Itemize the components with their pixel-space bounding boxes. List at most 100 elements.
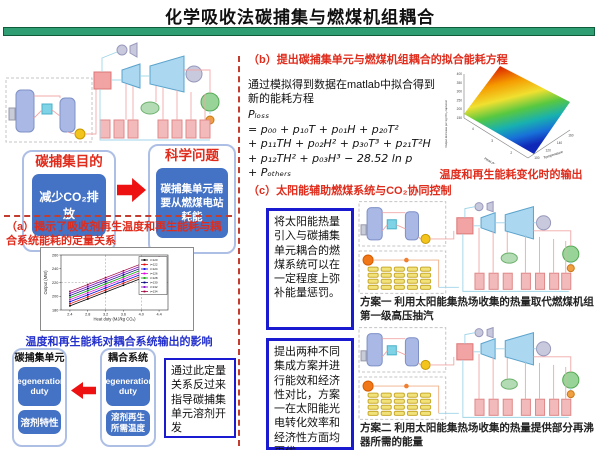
svg-text:200: 200 (457, 107, 463, 111)
power-plant (456, 326, 580, 418)
svg-text:150: 150 (457, 116, 463, 120)
svg-text:4.0: 4.0 (139, 312, 144, 316)
svg-text:350: 350 (457, 81, 463, 85)
deaerator (140, 101, 160, 115)
svg-text:t=132: t=132 (150, 285, 158, 289)
equation-line: + p₁₂TH² + p₀₃H³ − 28.52 ln p (248, 151, 413, 165)
title-underline-bar (3, 27, 595, 36)
purpose-title: 碳捕集目的 (35, 154, 103, 169)
svg-text:300: 300 (457, 90, 463, 94)
feedback-arrow-left-icon (71, 382, 96, 399)
surface-plot: 400 350 300 250 200 150 2 3 4 100 120 140 160 Heat du… (444, 66, 574, 164)
hp-turbine (121, 63, 141, 89)
line-chart-frame: 2.4 2.8 3.2 3.6 4.0 4.4 180 200 220 240 260 t=120 t=… (40, 247, 194, 331)
capture-unit (358, 201, 455, 247)
svg-text:t=128: t=128 (150, 276, 158, 280)
scheme1-diagram (358, 200, 598, 296)
svg-text:140: 140 (557, 141, 563, 145)
svg-text:t=134: t=134 (150, 290, 158, 294)
capture-unit-title: 碳捕集单元 (14, 353, 65, 364)
solar-scheme-svg (358, 200, 580, 294)
condenser (200, 92, 220, 112)
svg-text:t=124: t=124 (150, 267, 158, 271)
lp-turbine (149, 55, 185, 93)
surface-axes (463, 74, 571, 159)
equation-line: + p₁₁TH + p₀₂H² + p₃₀T³ + p₂₁T²H (248, 137, 431, 151)
svg-text:400: 400 (457, 72, 463, 76)
equation-line: + Pₒₜₕₑᵣₛ (248, 166, 292, 180)
equation-line: = p₀₀ + p₁₀T + p₀₁H + p₂₀T² (248, 122, 399, 136)
energy-equation: Pₗₒₛₛ = p₀₀ + p₁₀T + p₀₁H + p₂₀T² + p₁₁T… (248, 108, 446, 181)
svg-text:3.6: 3.6 (121, 312, 126, 316)
guidance-note: 通过此定量关系反过来指导碳捕集单元溶剂开发 (164, 358, 236, 438)
hp-turbine (480, 211, 496, 234)
svg-text:4: 4 (472, 127, 474, 131)
svg-text:2.8: 2.8 (85, 312, 90, 316)
svg-text:2.4: 2.4 (67, 312, 72, 316)
power-plant (456, 200, 580, 292)
hp-turbine (480, 337, 496, 360)
svg-text:260: 260 (52, 253, 58, 257)
svg-text:t=120: t=120 (150, 258, 158, 262)
svg-text:250: 250 (457, 98, 463, 102)
solar-scheme-svg (358, 326, 580, 420)
column-divider-dashed (238, 56, 240, 446)
flow-arrow-right-icon (117, 178, 146, 202)
coupled-system-title: 耦合系统 (108, 353, 148, 364)
purpose-group: 碳捕集目的 减少CO₂排放 (22, 150, 116, 252)
deaerator (500, 378, 518, 390)
solar-note-2: 提出两种不同集成方案并进行能效和经济性对比，方案一在太阳能光电转化效率和经济性方… (266, 338, 354, 450)
svg-text:120: 120 (546, 149, 552, 153)
svg-text:t=126: t=126 (150, 272, 158, 276)
svg-text:t=130: t=130 (150, 281, 158, 285)
right-column: （b）提出碳捕集单元与燃煤机组耦合的拟合能耗方程 通过模拟得到数据在matlab… (246, 42, 598, 450)
svg-text:240: 240 (52, 267, 58, 271)
condenser (562, 371, 580, 389)
solar-note-1: 将太阳能热量引入与碳捕集单元耦合的燃煤系统可以在一定程度上弥补能量惩罚。 (266, 208, 354, 330)
problem-group: 科学问题 碳捕集单元需要从燃煤电站耗能 (148, 144, 236, 254)
problem-box: 碳捕集单元需要从燃煤电站耗能 (156, 167, 228, 238)
svg-text:Output (MW): Output (MW) (43, 270, 48, 295)
surface-caption: 温度和再生能耗变化时的输出 (439, 169, 583, 181)
coupled-system-item-0: regeneration duty (102, 366, 154, 406)
coupled-plant-diagram (5, 42, 220, 143)
lp-turbine (504, 331, 534, 366)
capture-unit (358, 327, 455, 373)
svg-text:Heat duty: Heat duty (483, 156, 498, 164)
section-b-heading: （b）提出碳捕集单元与燃煤机组耦合的拟合能耗方程 (248, 54, 508, 66)
left-column: 碳捕集目的 减少CO₂排放 科学问题 碳捕集单元需要从燃煤电站耗能 （a）揭示了… (4, 40, 236, 448)
sun-icon (362, 380, 374, 392)
scheme2-caption: 方案二 利用太阳能集热场收集的热量提供部分再沸器所需的能量 (360, 422, 594, 448)
svg-text:2: 2 (510, 151, 512, 155)
generator (185, 65, 203, 83)
collector-array (367, 266, 432, 290)
line-chart: 2.4 2.8 3.2 3.6 4.0 4.4 180 200 220 240 260 t=120 t=… (43, 253, 169, 322)
generator (535, 215, 552, 231)
svg-text:180: 180 (52, 308, 58, 312)
surface-sheet (464, 66, 570, 154)
solar-field (358, 376, 459, 420)
deaerator (500, 252, 518, 264)
capture-unit-item-1: 溶剂特性 (18, 409, 61, 434)
capture-unit-item-0: regeneration duty (14, 366, 65, 406)
condenser (562, 245, 580, 263)
svg-text:4.4: 4.4 (156, 312, 161, 316)
svg-text:220: 220 (52, 281, 58, 285)
lp-turbine (504, 205, 534, 240)
page-title: 化学吸收法碳捕集与燃煤机组耦合 (165, 8, 435, 27)
svg-text:Output decrease per kg CO₂ cap: Output decrease per kg CO₂ captured (444, 100, 448, 147)
scheme1-caption: 方案一 利用太阳能集热场收集的热量取代燃煤机组第一级高压抽汽 (360, 296, 594, 322)
svg-text:3.2: 3.2 (103, 312, 108, 316)
section-b-body: 通过模拟得到数据在matlab中拟合得到新的能耗方程 (248, 79, 436, 106)
svg-text:100: 100 (534, 156, 540, 160)
collector-array (367, 392, 432, 416)
section-c-heading: （c）太阳能辅助燃煤系统与CO₂协同控制 (248, 185, 452, 197)
equation-line: Pₗₒₛₛ (248, 108, 270, 121)
svg-text:200: 200 (52, 295, 58, 299)
capture-unit (5, 77, 97, 143)
scheme2-diagram (358, 326, 598, 422)
svg-text:3: 3 (491, 139, 493, 143)
section-a-heading: （a）揭示了吸收剂再生温度和再生能耗与耦合系统能耗的定量关系 (6, 221, 222, 247)
capture-unit-group: 碳捕集单元 regeneration duty 溶剂特性 (12, 348, 67, 447)
